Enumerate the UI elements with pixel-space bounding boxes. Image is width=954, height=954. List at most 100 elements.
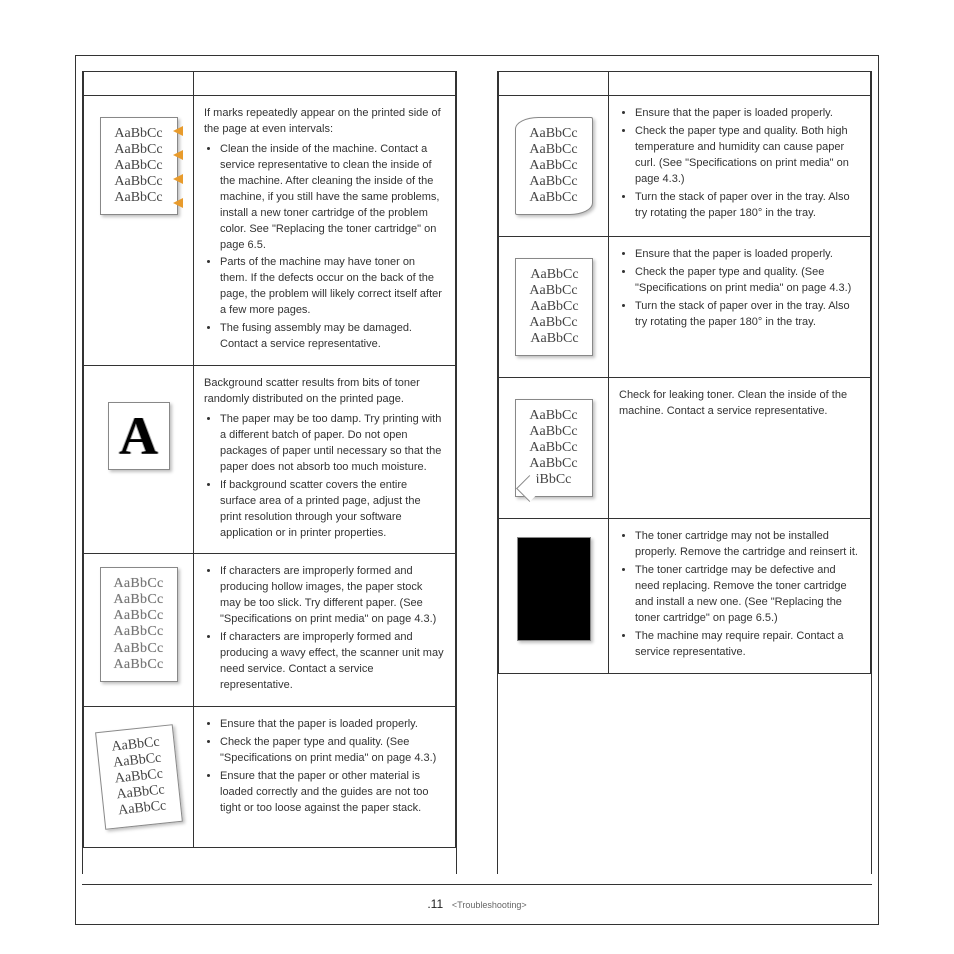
sample-line: AaBbCc	[107, 174, 171, 190]
sample-line: AaBbCc	[107, 608, 171, 624]
troubleshoot-table-left: AaBbCc AaBbCc AaBbCc AaBbCc AaBbCc If	[83, 71, 456, 848]
solution-cell: Ensure that the paper is loaded properly…	[609, 237, 871, 378]
defect-mark-icon	[173, 150, 183, 160]
sample-wrinkles: AaBbCc AaBbCc AaBbCc AaBbCc AaBbCc	[515, 258, 593, 356]
sample-line: AaBbCc	[522, 424, 586, 440]
sample-wrap: AaBbCc AaBbCc AaBbCc AaBbCc AaBbCc	[509, 247, 598, 367]
solution-cell: If characters are improperly formed and …	[194, 554, 456, 707]
sample-line: AaBbCc	[107, 641, 171, 657]
defect-mark-icon	[173, 198, 183, 208]
bullet-list: The toner cartridge may not be installed…	[619, 529, 860, 661]
sample-wrap: AaBbCc AaBbCc AaBbCc AaBbCc AaBbCc AaBbC…	[94, 564, 183, 684]
list-item: Ensure that the paper or other material …	[220, 769, 445, 817]
sample-line: AaBbCc	[522, 142, 586, 158]
sample-line: iBbCc	[522, 472, 586, 488]
table-header	[194, 72, 456, 96]
sample-wrap	[509, 529, 598, 649]
sample-wrap: AaBbCc AaBbCc AaBbCc AaBbCc AaBbCc	[94, 106, 183, 226]
sample-line: AaBbCc	[107, 576, 171, 592]
table-row: AaBbCc AaBbCc AaBbCc AaBbCc AaBbCc AaBbC…	[84, 554, 456, 707]
list-item: If characters are improperly formed and …	[220, 630, 445, 694]
sample-line: AaBbCc	[107, 624, 171, 640]
table-row: AaBbCc AaBbCc AaBbCc AaBbCc iBbCc Check …	[499, 378, 871, 519]
sample-repeated-marks: AaBbCc AaBbCc AaBbCc AaBbCc AaBbCc	[100, 117, 178, 215]
sample-line: AaBbCc	[523, 299, 587, 315]
sample-line: AaBbCc	[522, 408, 586, 424]
left-column: AaBbCc AaBbCc AaBbCc AaBbCc AaBbCc If	[82, 71, 457, 874]
bullet-list: If characters are improperly formed and …	[204, 564, 445, 694]
defect-mark-icon	[173, 126, 183, 136]
intro-text: Background scatter results from bits of …	[204, 376, 445, 408]
list-item: The machine may require repair. Contact …	[635, 629, 860, 661]
bullet-list: Ensure that the paper is loaded properly…	[619, 247, 860, 331]
table-row: AaBbCc AaBbCc AaBbCc AaBbCc AaBbCc If	[84, 96, 456, 366]
solution-cell: Ensure that the paper is loaded properly…	[609, 96, 871, 237]
bullet-list: The paper may be too damp. Try printing …	[204, 412, 445, 542]
sample-line: AaBbCc	[522, 283, 586, 299]
bullet-list: Ensure that the paper is loaded properly…	[204, 717, 445, 817]
sample-black-page	[517, 537, 591, 641]
right-column: AaBbCc AaBbCc AaBbCc AaBbCc AaBbCc Ensur…	[497, 71, 872, 874]
table-row: AaBbCc AaBbCc AaBbCc AaBbCc AaBbCc Ensur…	[84, 706, 456, 847]
sample-line: AaBbCc	[522, 158, 586, 174]
solution-cell: Background scatter results from bits of …	[194, 366, 456, 554]
list-item: If background scatter covers the entire …	[220, 478, 445, 542]
page-number: .11	[427, 897, 443, 911]
list-item: Turn the stack of paper over in the tray…	[635, 190, 860, 222]
table-row: A Background scatter results from bits o…	[84, 366, 456, 554]
list-item: The toner cartridge may be defective and…	[635, 563, 860, 627]
section-label: <Troubleshooting>	[452, 900, 527, 910]
list-item: Parts of the machine may have toner on t…	[220, 255, 445, 319]
sample-line: AaBbCc	[522, 315, 586, 331]
sample-wrap: AaBbCc AaBbCc AaBbCc AaBbCc AaBbCc	[509, 106, 598, 226]
sample-curl: AaBbCc AaBbCc AaBbCc AaBbCc AaBbCc	[515, 117, 593, 215]
table-row: AaBbCc AaBbCc AaBbCc AaBbCc AaBbCc Ensur…	[499, 237, 871, 378]
table-header	[84, 72, 194, 96]
sample-line: AaBbCc	[107, 657, 171, 673]
table-header	[609, 72, 871, 96]
defect-mark-icon	[173, 174, 183, 184]
sample-line: AaBbCc	[107, 158, 171, 174]
list-item: Check the paper type and quality. (See "…	[220, 735, 445, 767]
troubleshoot-table-right: AaBbCc AaBbCc AaBbCc AaBbCc AaBbCc Ensur…	[498, 71, 871, 674]
list-item: Ensure that the paper is loaded properly…	[220, 717, 445, 733]
solution-cell: The toner cartridge may not be installed…	[609, 519, 871, 674]
sample-wrap: AaBbCc AaBbCc AaBbCc AaBbCc iBbCc	[509, 388, 598, 508]
sample-toner-leak: AaBbCc AaBbCc AaBbCc AaBbCc iBbCc	[515, 399, 593, 497]
table-row: The toner cartridge may not be installed…	[499, 519, 871, 674]
intro-text: If marks repeatedly appear on the printe…	[204, 106, 445, 138]
list-item: Turn the stack of paper over in the tray…	[635, 299, 860, 331]
sample-line: AaBbCc	[107, 190, 171, 206]
sample-background-scatter: A	[108, 402, 170, 470]
list-item: The paper may be too damp. Try printing …	[220, 412, 445, 476]
solution-cell: If marks repeatedly appear on the printe…	[194, 96, 456, 366]
list-item: Check the paper type and quality. (See "…	[635, 265, 860, 297]
sample-line: AaBbCc	[107, 142, 171, 158]
sample-line: AaBbCc	[522, 174, 586, 190]
page-footer: .11 <Troubleshooting>	[82, 884, 872, 924]
table-row: AaBbCc AaBbCc AaBbCc AaBbCc AaBbCc Ensur…	[499, 96, 871, 237]
bullet-list: Ensure that the paper is loaded properly…	[619, 106, 860, 222]
sample-wrap: AaBbCc AaBbCc AaBbCc AaBbCc AaBbCc	[94, 717, 183, 837]
table-header	[499, 72, 609, 96]
list-item: Ensure that the paper is loaded properly…	[635, 106, 860, 122]
sample-line: AaBbCc	[522, 440, 586, 456]
sample-line: AaBbCc	[522, 126, 586, 142]
sample-page-skew: AaBbCc AaBbCc AaBbCc AaBbCc AaBbCc	[95, 724, 183, 830]
sample-line: AaBbCc	[523, 331, 587, 347]
list-item: Ensure that the paper is loaded properly…	[635, 247, 860, 263]
list-item: Check the paper type and quality. Both h…	[635, 124, 860, 188]
list-item: The fusing assembly may be damaged. Cont…	[220, 321, 445, 353]
page-frame: AaBbCc AaBbCc AaBbCc AaBbCc AaBbCc If	[75, 55, 879, 925]
sample-wrap: A	[94, 376, 183, 496]
sample-line: AaBbCc	[522, 456, 586, 472]
two-column-layout: AaBbCc AaBbCc AaBbCc AaBbCc AaBbCc If	[76, 56, 878, 924]
bullet-list: Clean the inside of the machine. Contact…	[204, 142, 445, 353]
list-item: The toner cartridge may not be installed…	[635, 529, 860, 561]
intro-text: Check for leaking toner. Clean the insid…	[619, 388, 860, 420]
list-item: Clean the inside of the machine. Contact…	[220, 142, 445, 254]
sample-line: AaBbCc	[107, 126, 171, 142]
sample-line: AaBbCc	[107, 592, 171, 608]
sample-line: AaBbCc	[523, 267, 587, 283]
solution-cell: Ensure that the paper is loaded properly…	[194, 706, 456, 847]
